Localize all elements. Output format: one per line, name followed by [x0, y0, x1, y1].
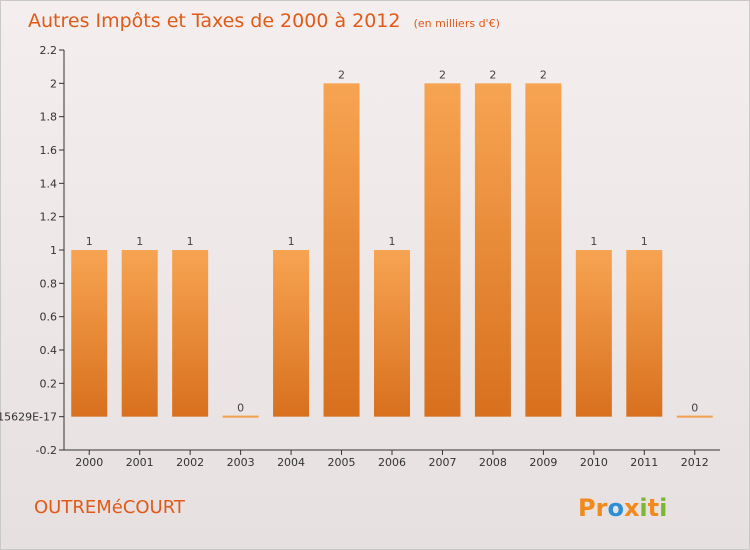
bar — [273, 250, 310, 417]
chart-subtitle: (en milliers d'€) — [414, 17, 500, 30]
y-tick-label: 0.4 — [40, 344, 58, 357]
y-tick-label: 1.8 — [40, 111, 58, 124]
y-tick-label: 1.2 — [40, 211, 58, 224]
x-tick-label: 2007 — [428, 456, 456, 469]
bars — [71, 83, 713, 418]
data-label: 0 — [237, 402, 244, 415]
logo-letter: i — [659, 494, 667, 522]
logo-letter: i — [639, 494, 647, 522]
x-tick-label: 2010 — [580, 456, 608, 469]
bar — [626, 250, 663, 417]
bar — [424, 83, 461, 417]
logo-letter: x — [624, 494, 640, 522]
x-tick-label: 2006 — [378, 456, 406, 469]
data-label: 1 — [288, 235, 295, 248]
data-label: 1 — [590, 235, 597, 248]
bar — [575, 250, 612, 417]
data-label: 1 — [641, 235, 648, 248]
data-labels: 1 1 1 0 1 2 1 2 2 2 1 1 0 — [86, 68, 699, 414]
bar — [474, 83, 511, 417]
y-tick-label: 0.2 — [40, 377, 58, 390]
x-tick-label: 2009 — [529, 456, 557, 469]
bar — [172, 250, 209, 417]
y-tick-label: 1.6 — [40, 144, 58, 157]
axes — [59, 49, 720, 455]
data-label: 2 — [338, 68, 345, 81]
proxiti-logo: Proxiti — [578, 494, 667, 522]
commune-name: OUTREMéCOURT — [34, 497, 186, 518]
x-tick-label: 2005 — [328, 456, 356, 469]
bar — [71, 250, 108, 417]
logo-letter: o — [607, 494, 624, 522]
y-tick-label: 1 — [50, 244, 57, 257]
x-tick-label: 2003 — [227, 456, 255, 469]
data-label: 1 — [187, 235, 194, 248]
bar — [374, 250, 410, 417]
x-tick-label: 2002 — [176, 456, 204, 469]
bar — [121, 250, 158, 417]
y-tick-label: -15629E-17 — [0, 411, 57, 424]
x-tick-label: 2012 — [681, 456, 709, 469]
data-label: 1 — [389, 235, 396, 248]
x-tick-label: 2008 — [479, 456, 507, 469]
logo-letter: t — [648, 494, 659, 522]
x-tick-label: 2011 — [630, 456, 658, 469]
y-tick-label: 2 — [50, 77, 57, 90]
y-tick-label: 2.2 — [40, 44, 58, 57]
bar — [323, 83, 360, 417]
chart-title: Autres Impôts et Taxes de 2000 à 2012 (e… — [28, 10, 500, 32]
data-label: 1 — [86, 235, 93, 248]
logo-letter: r — [596, 494, 608, 522]
logo-letter: P — [578, 494, 596, 522]
x-tick-label: 2004 — [277, 456, 305, 469]
chart-title-main: Autres Impôts et Taxes de 2000 à 2012 — [28, 10, 401, 32]
data-label: 2 — [489, 68, 496, 81]
y-tick-label: 0.6 — [40, 311, 58, 324]
y-tick-label: -0.2 — [36, 444, 57, 457]
bar — [525, 83, 562, 417]
y-tick-label: 0.8 — [40, 277, 58, 290]
data-label: 2 — [540, 68, 547, 81]
data-label: 2 — [439, 68, 446, 81]
x-tick-label: 2000 — [75, 456, 103, 469]
x-tick-labels: 2000 2001 2002 2003 2004 2005 2006 2007 2008 2009… — [75, 456, 709, 469]
y-tick-label: 1.4 — [40, 177, 58, 190]
x-tick-label: 2001 — [126, 456, 154, 469]
data-label: 0 — [691, 402, 698, 415]
y-tick-labels: -0.2 -15629E-17 0.2 0.4 0.6 0.8 1 1.2 1.4 1.6 1.8 2… — [0, 44, 57, 457]
data-label: 1 — [136, 235, 143, 248]
